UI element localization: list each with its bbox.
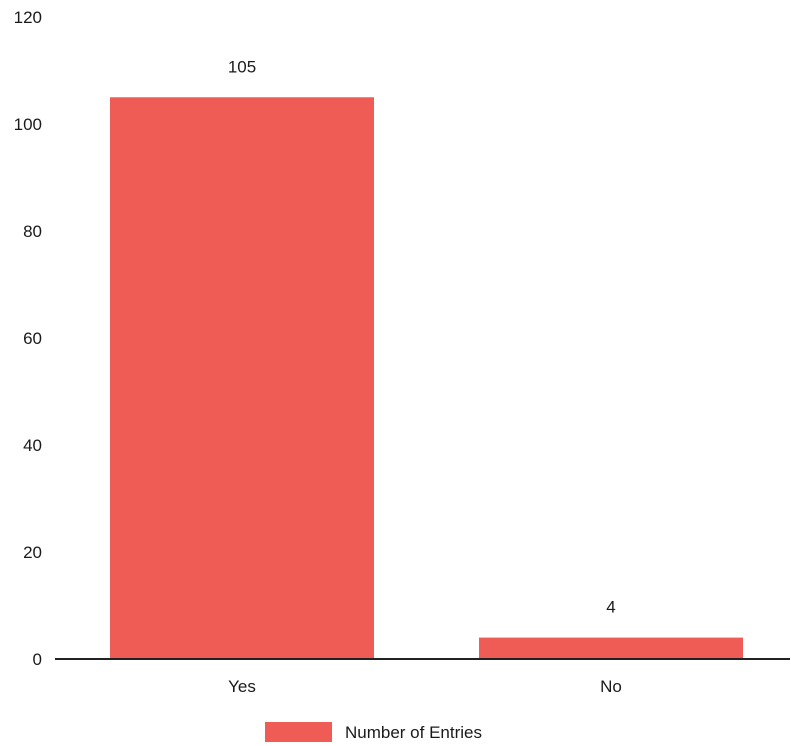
legend-swatch-number-of-entries (265, 722, 332, 742)
y-tick-label: 80 (23, 222, 42, 241)
y-tick-label: 40 (23, 436, 42, 455)
x-axis-categories: Yes No (228, 677, 622, 696)
y-tick-label: 100 (14, 115, 42, 134)
y-tick-label: 120 (14, 8, 42, 27)
x-category-label-no: No (600, 677, 622, 696)
bars-group (110, 97, 743, 659)
legend: Number of Entries (265, 722, 482, 742)
bar-no (479, 637, 743, 659)
legend-label-number-of-entries: Number of Entries (345, 723, 482, 742)
y-tick-label: 60 (23, 329, 42, 348)
bar-yes (110, 97, 374, 659)
x-category-label-yes: Yes (228, 677, 256, 696)
data-label-yes: 105 (228, 57, 256, 76)
data-labels-group: 105 4 (228, 57, 616, 616)
y-tick-label: 0 (33, 650, 42, 669)
data-label-no: 4 (606, 598, 615, 617)
y-tick-label: 20 (23, 543, 42, 562)
y-axis-ticks: 0 20 40 60 80 100 120 (14, 8, 42, 669)
